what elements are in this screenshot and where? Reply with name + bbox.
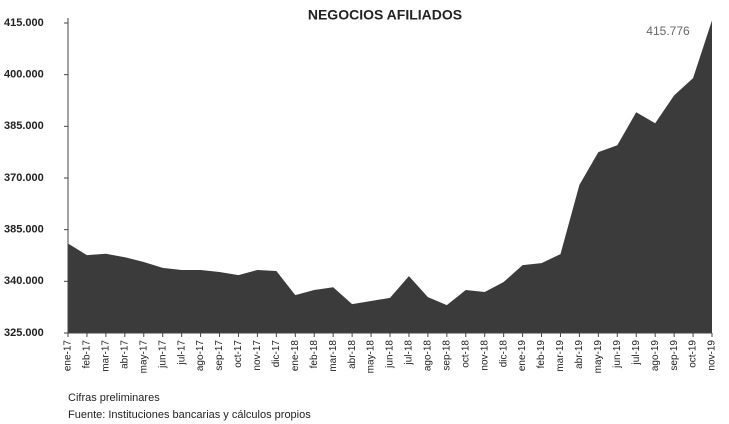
- y-tick-label: 370.000: [4, 172, 44, 184]
- y-tick-label: 400.000: [4, 69, 44, 81]
- x-tick-label: oct-18: [460, 340, 471, 368]
- x-tick-label: ago-18: [423, 340, 434, 372]
- x-tick-label: abr-19: [574, 340, 585, 369]
- x-tick-label: sep-17: [214, 340, 225, 371]
- note: Fuente: Instituciones bancarias y cálcul…: [68, 409, 311, 421]
- x-tick-label: jun-19: [612, 340, 623, 369]
- x-tick-label: ene-18: [290, 340, 301, 372]
- y-tick-label: 385.000: [4, 120, 44, 132]
- x-tick-label: nov-17: [252, 340, 263, 371]
- y-tick-label: 385.000: [4, 224, 44, 236]
- x-tick-label: ene-19: [517, 340, 528, 372]
- x-tick-label: mar-17: [101, 340, 112, 372]
- x-tick-label: jul-19: [631, 340, 642, 366]
- x-tick-label: feb-18: [309, 340, 320, 369]
- x-tick-label: jul-17: [176, 340, 187, 366]
- y-tick-label: 325.000: [4, 327, 44, 339]
- x-tick-label: sep-19: [669, 340, 680, 371]
- x-tick-label: feb-17: [82, 340, 93, 369]
- x-tick-label: may-19: [593, 340, 604, 374]
- x-tick-label: ago-17: [195, 340, 206, 372]
- chart-title: NEGOCIOS AFILIADOS: [308, 7, 462, 23]
- y-tick-label: 415.000: [4, 17, 44, 29]
- x-tick-label: sep-18: [441, 340, 452, 371]
- x-tick-label: nov-19: [707, 340, 718, 371]
- x-tick-label: abr-18: [347, 340, 358, 369]
- x-tick-label: ago-19: [650, 340, 661, 372]
- x-tick-label: mar-18: [328, 340, 339, 372]
- note: Cifras preliminares: [68, 392, 160, 404]
- x-tick-label: oct-17: [233, 340, 244, 368]
- x-tick-label: dic-17: [271, 340, 282, 368]
- x-tick-label: jun-18: [385, 340, 396, 369]
- x-tick-label: may-18: [366, 340, 377, 374]
- y-tick-label: 340.000: [4, 275, 44, 287]
- x-tick-label: jul-18: [404, 340, 415, 366]
- x-tick-label: abr-17: [119, 340, 130, 369]
- x-tick-label: nov-18: [479, 340, 490, 371]
- x-tick-label: feb-19: [536, 340, 547, 369]
- x-tick-label: ene-17: [63, 340, 74, 372]
- annotation: 415.776: [646, 24, 690, 38]
- area: [68, 20, 712, 333]
- x-tick-label: may-17: [138, 340, 149, 374]
- x-tick-label: oct-19: [688, 340, 699, 368]
- x-tick-label: mar-19: [555, 340, 566, 372]
- x-tick-label: jun-17: [157, 340, 168, 369]
- x-tick-label: dic-18: [498, 340, 509, 368]
